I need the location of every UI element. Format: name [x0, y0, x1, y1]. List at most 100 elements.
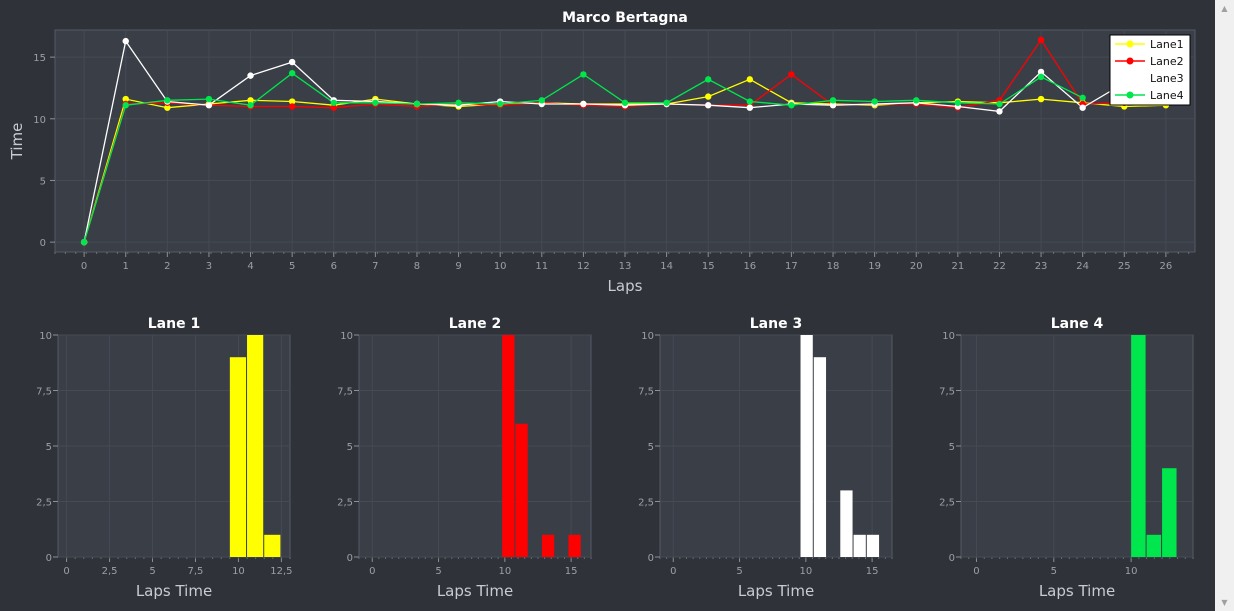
lane-4-histogram: 0 5 10 0 2,5 5 7,5 10 Lane 4 Laps Time — [939, 316, 1194, 600]
histogram-bar — [800, 335, 813, 557]
data-point-lane4 — [871, 98, 878, 105]
series-line-lane3 — [83, 39, 1125, 243]
data-point-lane4 — [1079, 94, 1086, 102]
x-tick-label: 13 — [619, 261, 632, 272]
data-point-lane3 — [746, 104, 754, 111]
y-tick-label: 10 — [33, 115, 46, 126]
y-tick-label: 2,5 — [337, 498, 353, 509]
data-point-lane4 — [621, 99, 629, 106]
x-tick-label: 19 — [868, 261, 881, 272]
lap-times-line-chart: 0 1 2 3 4 5 6 7 8 9 10 11 12 13 14 15 16 17 18 19 20 21 22 23 24… — [8, 10, 1196, 295]
y-tick-label: 7,5 — [36, 387, 52, 398]
x-tick-label: 17 — [785, 261, 798, 272]
histogram-title: Lane 4 — [1051, 316, 1104, 332]
x-tick-label: 14 — [660, 261, 673, 272]
data-point-lane4 — [413, 100, 421, 108]
x-tick-label: 5 — [1051, 566, 1057, 577]
y-tick-label: 2,5 — [36, 498, 52, 509]
y-tick-label: 10 — [942, 331, 955, 342]
data-point-lane1 — [1037, 95, 1045, 103]
x-tick-label: 12,5 — [270, 566, 292, 577]
data-point-lane1 — [705, 93, 712, 100]
x-tick-label: 22 — [993, 261, 1006, 272]
data-point-lane4 — [164, 97, 171, 104]
data-point-lane3 — [1079, 104, 1086, 111]
y-tick-label: 0 — [40, 238, 46, 249]
x-tick-label: 15 — [565, 566, 578, 577]
x-tick-label: 15 — [702, 261, 715, 272]
x-tick-label: 26 — [1160, 261, 1173, 272]
y-tick-label: 2,5 — [638, 498, 654, 509]
legend-label-lane3: Lane3 — [1150, 72, 1184, 85]
data-point-lane4 — [580, 71, 587, 78]
data-point-lane1 — [122, 95, 129, 103]
data-point-lane3 — [705, 102, 712, 109]
y-tick-label: 5 — [40, 176, 46, 187]
x-tick-label: 2,5 — [102, 566, 118, 577]
data-point-lane4 — [663, 99, 670, 106]
data-point-lane2 — [288, 103, 296, 110]
vertical-scrollbar[interactable]: ▲ ▼ — [1215, 0, 1234, 611]
legend-label-lane2: Lane2 — [1150, 55, 1184, 68]
x-tick-label: 11 — [535, 261, 548, 272]
histogram-bar — [1146, 534, 1162, 557]
x-tick-label: 0 — [670, 566, 676, 577]
data-point-lane4 — [247, 102, 254, 109]
data-point-lane3 — [1037, 68, 1045, 76]
x-tick-label: 5 — [736, 566, 742, 577]
x-tick-label: 9 — [455, 261, 461, 272]
data-point-lane4 — [496, 100, 504, 108]
legend-label-lane4: Lane4 — [1150, 89, 1184, 102]
data-point-lane1 — [247, 97, 254, 104]
chart-title: Marco Bertagna — [562, 10, 688, 26]
data-point-lane3 — [996, 108, 1003, 115]
data-point-lane4 — [538, 97, 545, 104]
scroll-up-arrow-icon[interactable]: ▲ — [1221, 4, 1228, 13]
data-point-lane4 — [455, 99, 462, 106]
data-point-lane4 — [205, 95, 213, 103]
legend-marker-lane1 — [1126, 40, 1134, 48]
legend-marker-lane2 — [1126, 57, 1134, 65]
y-tick-label: 10 — [641, 331, 654, 342]
data-point-lane4 — [288, 69, 296, 77]
x-tick-label: 4 — [247, 261, 253, 272]
x-tick-label: 5 — [289, 261, 295, 272]
histogram-bar — [866, 534, 880, 557]
x-tick-label: 10 — [1125, 566, 1138, 577]
scroll-down-arrow-icon[interactable]: ▼ — [1221, 598, 1228, 607]
y-tick-label: 0 — [949, 553, 955, 564]
y-tick-label: 5 — [648, 442, 654, 453]
data-point-lane3 — [288, 58, 296, 66]
legend-marker-lane4 — [1126, 91, 1134, 99]
y-tick-label: 10 — [39, 331, 52, 342]
x-tick-label: 7 — [372, 261, 378, 272]
y-tick-label: 0 — [347, 553, 353, 564]
data-point-lane4 — [746, 98, 754, 105]
data-point-lane4 — [372, 99, 379, 106]
data-point-lane4 — [954, 99, 962, 106]
lane-2-histogram: 0 5 10 15 0 2,5 5 7,5 10 Lane 2 Laps Time — [337, 316, 592, 600]
histogram-bar — [541, 534, 555, 557]
histogram-bar — [515, 423, 528, 557]
x-tick-label: 5 — [149, 566, 155, 577]
data-point-lane3 — [205, 102, 213, 109]
data-point-lane1 — [164, 104, 171, 111]
data-point-lane4 — [996, 100, 1003, 108]
x-tick-label: 0 — [63, 566, 69, 577]
x-tick-label: 0 — [973, 566, 979, 577]
histogram-title: Lane 1 — [148, 316, 200, 332]
data-point-lane3 — [247, 72, 254, 79]
x-tick-label: 18 — [827, 261, 840, 272]
data-point-lane3 — [580, 100, 587, 108]
histogram-bar — [229, 357, 247, 557]
data-point-lane1 — [288, 98, 296, 105]
data-point-lane3 — [829, 102, 837, 109]
lane-3-histogram: 0 5 10 15 0 2,5 5 7,5 10 Lane 3 Laps Time — [638, 316, 893, 600]
histogram-bar — [1162, 468, 1177, 557]
x-axis-title: Laps Time — [437, 582, 513, 600]
x-tick-label: 0 — [81, 261, 87, 272]
data-point-lane4 — [913, 97, 920, 104]
x-tick-label: 12 — [577, 261, 590, 272]
x-axis-title: Laps Time — [738, 582, 814, 600]
